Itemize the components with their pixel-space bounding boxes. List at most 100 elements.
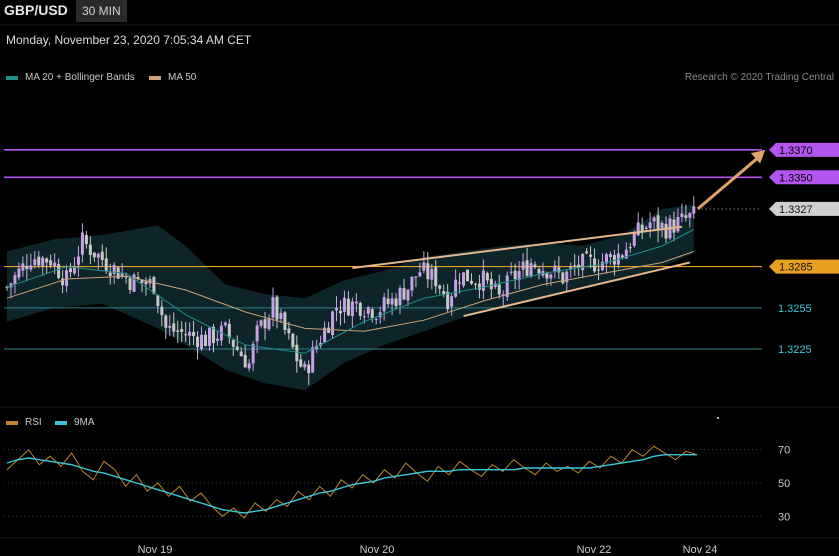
projection-arrow-shaft [696,154,762,211]
candle-body [184,334,188,336]
rsi-series-9ma [6,454,697,514]
candle-body [13,275,17,284]
candle-body [275,296,279,320]
level-tag-bg [769,259,839,274]
candle [640,217,644,240]
candle [335,296,339,322]
candle [112,262,116,285]
candle-body [41,257,45,267]
candle-body [402,288,406,300]
candle-body [188,331,192,336]
trendline-upper [352,225,683,269]
candle-body [223,322,227,326]
candle-body [374,319,378,321]
candle-body [573,265,577,267]
candle-body [25,265,29,270]
ma50-swatch [149,75,161,80]
candle-body [366,307,370,314]
candle-body [557,267,561,273]
candle [41,255,45,276]
candle-body [176,330,180,332]
candle-body [96,253,100,258]
candle [597,259,601,281]
level-label-1.3285: 1.3285 [779,262,813,274]
candle [69,262,73,278]
candle-body [335,307,339,311]
candle [267,314,271,332]
rsi-swatch [6,420,18,425]
candle [299,353,303,368]
candle-body [72,266,76,274]
candle-body [57,264,61,279]
candle-body [577,264,581,268]
candle [323,321,327,344]
candle-body [192,331,196,337]
level-tag-bg [769,170,839,185]
candle-body [561,272,565,284]
candle [204,330,207,347]
candle [275,295,279,329]
candle-body [581,254,585,271]
candle [569,262,573,278]
candle-body [597,269,601,271]
candle [450,293,454,316]
candle-body [287,328,291,334]
candle [164,314,168,339]
candle-body [17,268,21,278]
legend-rsi-ma: 9MA [55,417,95,428]
candle-body [112,264,116,274]
candle [104,247,108,274]
candle-body [37,256,41,266]
candle [537,265,541,280]
candle-body [648,222,652,229]
candle-body [489,278,493,290]
legend-ma50: MA 50 [149,72,196,83]
candle-body [327,327,331,333]
candle [462,272,466,288]
candle [84,231,88,249]
candle-body [231,340,235,347]
candle-body [140,279,144,283]
candle [45,257,49,274]
candle-body [104,258,108,271]
candle [581,252,585,279]
candle-body [537,269,541,274]
candle-body [505,275,509,297]
candle [573,254,577,276]
candle-body [430,268,434,280]
candle [481,259,485,300]
candle [13,271,17,294]
candle-body [156,294,160,307]
candle [601,253,604,272]
candle-body [545,272,549,279]
candle-body [251,343,255,364]
candle-body [283,312,287,330]
candle-body [462,272,466,286]
level-tag-1.3370: 1.3370 [769,142,839,157]
legend-ma50-label: MA 50 [168,72,197,83]
candle [358,301,362,320]
candle-body [688,213,692,218]
candle-body [200,334,204,349]
candle-body [160,306,164,316]
candle [100,244,104,266]
candle-body [215,338,219,341]
candle-body [676,217,680,232]
candle [410,276,414,297]
candle-body [5,286,9,288]
candle-body [152,276,156,294]
timeframe-button[interactable]: 30 MIN [76,0,127,22]
projection-arrow-head [750,149,766,164]
candle-body [442,291,446,295]
candle-body [454,279,458,297]
rsi-tick-70: 70 [778,445,790,457]
candle [386,288,390,308]
candle-body [76,256,80,265]
candle [291,332,295,349]
candle-body [291,333,295,348]
rsi-marker-dot [717,417,719,419]
candle-body [227,323,231,338]
candle-body [692,206,696,214]
candle [231,339,235,356]
